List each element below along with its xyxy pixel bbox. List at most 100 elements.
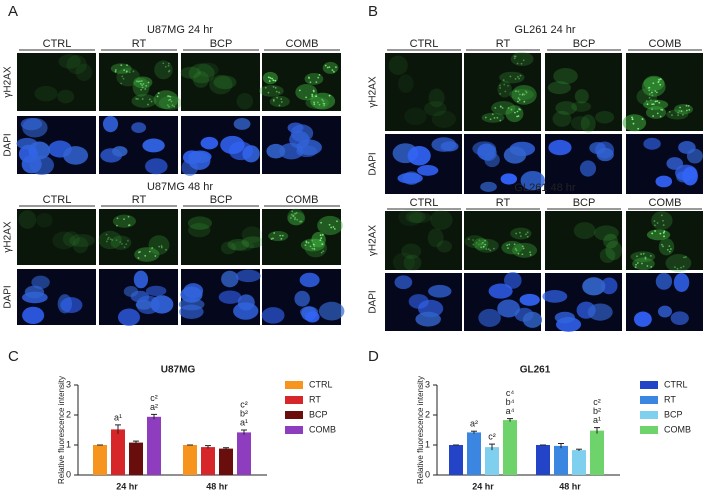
foci [291,210,294,213]
foci [274,86,277,89]
foci [517,252,520,255]
column-header: COMB [649,38,682,50]
foci [683,256,686,259]
legend-label: RT [664,394,676,404]
foci [521,93,524,96]
nucleus-stain [322,61,339,74]
micrograph [181,209,260,265]
foci [513,57,516,60]
foci [480,243,483,245]
block-title: U87MG 48 hr [147,181,213,193]
column-header: RT [132,194,147,206]
foci [317,76,320,79]
foci [142,83,145,85]
nucleus-stain [428,88,445,108]
foci [514,78,517,80]
row-label: DAPI [368,290,379,313]
foci [278,104,281,107]
nucleus-stain [415,311,441,327]
foci [517,100,519,103]
nucleus-stain [430,210,453,230]
nucleus-stain [236,93,254,110]
foci [484,116,487,119]
nucleus-stain [22,117,48,138]
bar [129,442,143,475]
foci [148,98,151,101]
micrograph [464,53,541,131]
significance-label: a⁴ [506,406,515,416]
foci [290,213,293,216]
nucleus-stain [72,236,89,254]
nucleus-stain [408,212,432,224]
significance-label: b² [240,408,248,418]
foci [273,232,276,234]
nucleus-stain [180,66,201,79]
foci [635,263,637,266]
chart-title: GL261 [520,365,551,376]
foci [141,98,144,100]
nucleus-stain [98,230,122,250]
foci [267,91,270,94]
foci [650,91,653,94]
nucleus-stain [148,235,170,255]
nucleus-stain [116,67,140,87]
foci [516,75,519,78]
nucleus-stain [188,151,211,170]
foci [519,235,522,238]
foci [677,114,680,117]
foci [280,101,283,103]
significance-label: a¹ [114,412,122,422]
nucleus-stain [279,142,304,160]
foci [680,266,682,269]
nucleus-stain [655,175,673,188]
foci [292,215,295,218]
foci [679,106,681,109]
nucleus-stain [227,238,250,251]
foci [164,65,167,68]
bar [590,430,604,475]
nucleus-stain [464,235,485,249]
nucleus-stain [235,269,261,283]
nucleus-stain [258,85,284,97]
significance-label: c⁴ [506,388,515,398]
nucleus-stain [670,311,689,325]
foci [634,266,637,269]
foci [499,87,502,89]
foci [156,95,159,98]
foci [654,224,656,227]
nucleus-stain [110,235,132,250]
foci [517,115,520,117]
foci [482,241,484,244]
nucleus-stain [643,137,661,150]
foci [171,104,174,107]
foci [121,75,124,78]
significance-label: a¹ [593,415,601,425]
foci [132,70,135,73]
foci [478,239,481,242]
nucleus-stain [233,117,251,130]
foci [328,66,331,69]
foci [109,238,112,240]
foci [123,218,125,221]
foci [314,95,317,98]
nucleus-stain [666,109,689,120]
block-title: GL261 48 hr [514,182,575,194]
legend-swatch [285,426,303,434]
nucleus-stain [431,110,457,128]
foci [644,256,647,259]
nucleus-stain [266,143,286,159]
foci [331,69,334,72]
bar [111,429,125,475]
foci [115,239,118,242]
foci [656,222,659,224]
foci [137,80,140,83]
y-tick-label: 2 [425,409,430,419]
y-tick-label: 2 [66,409,71,419]
legend-label: BCP [309,409,328,419]
chart-title: U87MG [161,365,196,376]
bar [449,445,463,475]
foci [649,254,652,257]
foci [652,82,655,85]
nucleus-stain [499,71,525,84]
bar [147,416,161,475]
